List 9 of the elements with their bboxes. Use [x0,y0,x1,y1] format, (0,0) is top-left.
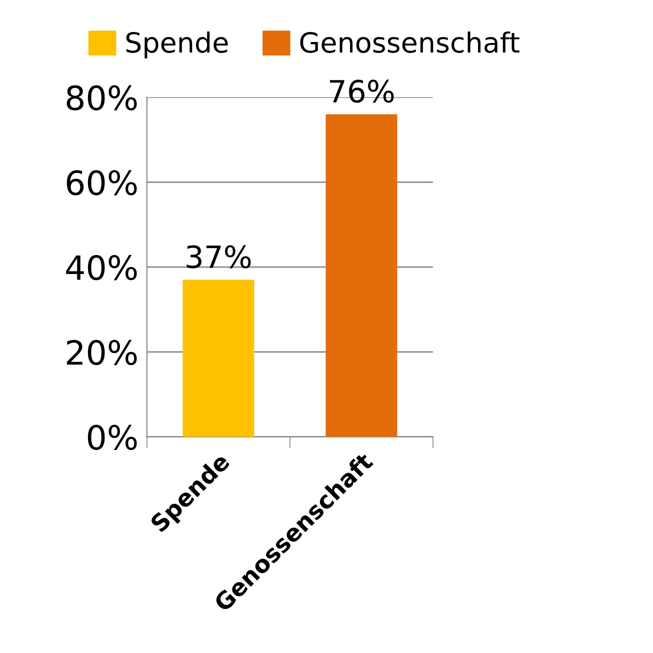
y-tick-label: 20% [66,340,137,366]
legend-label: Genossenschaft [300,31,520,53]
y-tick-label: 40% [66,255,137,280]
data-label: 76% [330,80,394,103]
legend-label: Spende [126,31,228,58]
data-label: 37% [186,245,251,268]
y-tick-label: 60% [66,170,137,196]
y-tick-label: 80% [66,85,137,110]
y-tick-label: 0% [88,424,137,450]
